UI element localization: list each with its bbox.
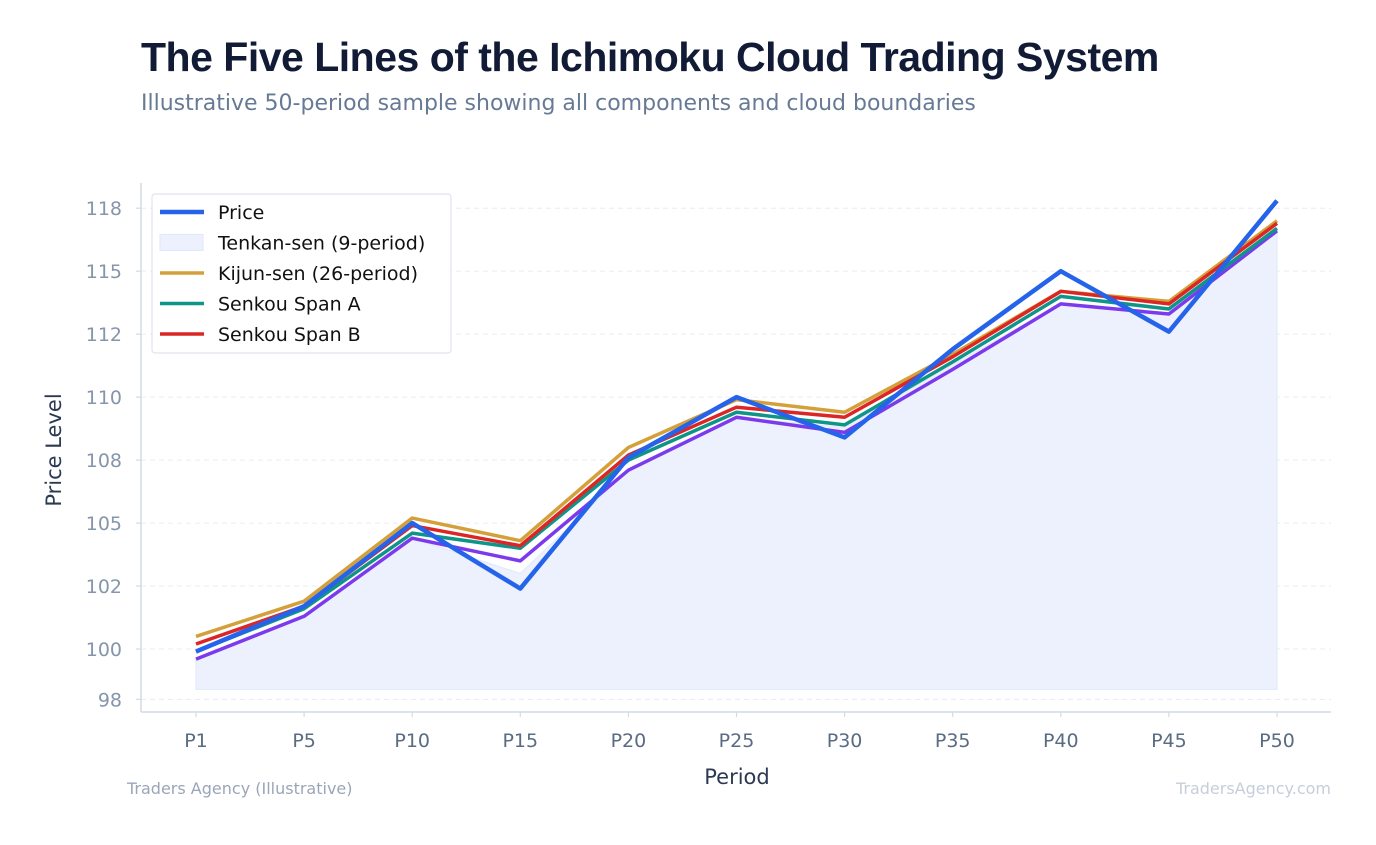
legend-swatch	[159, 234, 204, 251]
x-tick-label: P40	[1043, 730, 1079, 752]
chart-title: The Five Lines of the Ichimoku Cloud Tra…	[141, 34, 1159, 80]
x-tick-label: P30	[827, 730, 863, 752]
x-axis-label: Period	[704, 765, 769, 789]
x-tick-label: P5	[292, 730, 316, 752]
x-tick-label: P50	[1259, 730, 1295, 752]
x-tick-label: P20	[611, 730, 647, 752]
tick-labels-layer: 98 100 102 105 108 110 112 115 118 P1 P5 P10 P15 P20 P…	[86, 198, 1295, 752]
x-tick-label: P10	[394, 730, 430, 752]
y-tick-label: 102	[86, 576, 122, 598]
series-lines-layer	[195, 199, 1279, 661]
senkou-span-a-line	[195, 226, 1279, 654]
legend-box	[151, 193, 452, 354]
y-tick-label: 100	[86, 639, 122, 661]
y-tick-label: 118	[86, 198, 122, 220]
legend-label: Kijun-sen (26-period)	[218, 263, 418, 285]
x-tick-label: P15	[502, 730, 538, 752]
legend-label: Senkou Span B	[218, 324, 361, 346]
legend: Price Tenkan-sen (9-period) Kijun-sen (26-…	[151, 193, 452, 354]
x-tick-label: P45	[1151, 730, 1187, 752]
y-tick-label: 108	[86, 450, 122, 472]
watermark: TradersAgency.com	[1175, 779, 1331, 798]
legend-label: Price	[218, 202, 264, 224]
source-credit: Traders Agency (Illustrative)	[127, 779, 353, 798]
x-tick-label: P35	[935, 730, 971, 752]
cloud-lower-boundary-line	[195, 229, 1279, 661]
y-axis-label: Price Level	[42, 393, 66, 506]
x-tick-label: P25	[719, 730, 755, 752]
y-tick-label: 98	[98, 689, 122, 711]
y-tick-label: 112	[86, 324, 122, 346]
y-tick-label: 110	[86, 387, 122, 409]
legend-label: Tenkan-sen (9-period)	[217, 233, 425, 255]
price-line	[195, 199, 1279, 654]
legend-label: Senkou Span A	[218, 294, 361, 316]
chart-subtitle: Illustrative 50-period sample showing al…	[141, 91, 976, 116]
y-tick-label: 105	[86, 513, 122, 535]
x-tick-label: P1	[184, 730, 208, 752]
y-tick-label: 115	[86, 261, 122, 283]
